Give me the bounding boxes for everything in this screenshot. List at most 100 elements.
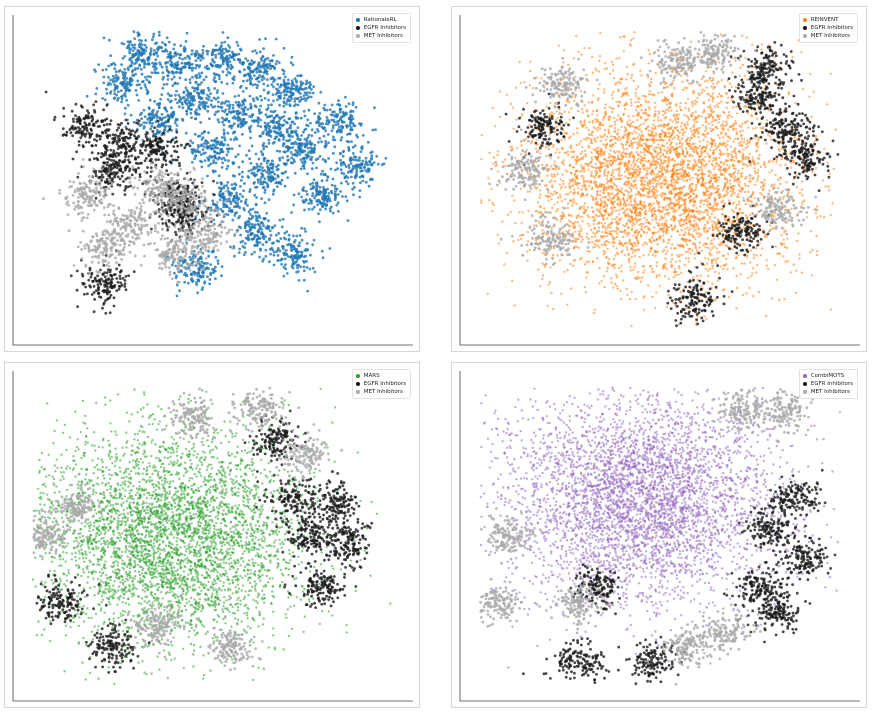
- scatter-point: [225, 67, 229, 71]
- scatter-point: [664, 205, 668, 208]
- scatter-point: [115, 166, 119, 170]
- scatter-point: [115, 267, 118, 271]
- scatter-point: [266, 183, 270, 187]
- scatter-point: [66, 200, 70, 204]
- scatter-point: [284, 263, 287, 266]
- scatter-point: [188, 100, 191, 104]
- scatter-point: [262, 82, 266, 86]
- scatter-point: [187, 264, 191, 268]
- scatter-point: [115, 128, 119, 132]
- scatter-point: [191, 75, 194, 79]
- scatter-point: [304, 189, 308, 193]
- scatter-point: [181, 57, 185, 61]
- scatter-point: [113, 152, 117, 156]
- scatter-point: [296, 116, 300, 120]
- scatter-point: [167, 258, 171, 262]
- scatter-point: [190, 273, 193, 276]
- scatter-point: [211, 268, 214, 271]
- scatter-point: [310, 147, 314, 151]
- scatter-point: [156, 125, 160, 128]
- scatter-point: [170, 106, 173, 110]
- scatter-point: [164, 163, 168, 167]
- scatter-point: [354, 155, 358, 159]
- scatter-point: [82, 181, 86, 185]
- scatter-point: [325, 200, 329, 204]
- scatter-point: [283, 257, 287, 261]
- scatter-point: [200, 229, 204, 233]
- scatter-point: [104, 254, 108, 257]
- scatter-point: [298, 85, 302, 89]
- scatter-point: [145, 78, 149, 82]
- scatter-point: [175, 213, 179, 217]
- scatter-point: [157, 148, 161, 152]
- legend-item: MET Inhibitors: [355, 32, 406, 40]
- scatter-point: [116, 220, 119, 224]
- scatter-point: [306, 96, 309, 100]
- scatter-point: [198, 95, 202, 99]
- scatter-point: [84, 140, 88, 144]
- scatter-point: [296, 151, 300, 155]
- scatter-point: [119, 168, 123, 172]
- scatter-point: [307, 142, 311, 146]
- scatter-point: [363, 166, 366, 170]
- scatter-point: [111, 242, 115, 246]
- scatter-point: [79, 118, 83, 122]
- scatter-point: [312, 238, 316, 242]
- scatter-point: [128, 160, 132, 164]
- scatter-point: [187, 217, 191, 220]
- scatter-point: [111, 238, 114, 241]
- scatter-point: [154, 176, 157, 179]
- scatter-point: [261, 222, 264, 225]
- scatter-point: [87, 246, 91, 250]
- scatter-point: [206, 222, 210, 226]
- scatter-point: [179, 207, 183, 211]
- scatter-point: [161, 222, 165, 225]
- scatter-point: [298, 234, 302, 237]
- scatter-point: [127, 68, 130, 72]
- scatter-point: [115, 84, 119, 88]
- scatter-point: [243, 73, 247, 77]
- scatter-point: [242, 253, 246, 256]
- scatter-point: [267, 227, 270, 231]
- scatter-point: [188, 81, 192, 85]
- scatter-point: [173, 250, 177, 254]
- scatter-point: [511, 279, 514, 283]
- scatter-point: [334, 190, 337, 193]
- scatter-point: [166, 55, 170, 59]
- scatter-point: [99, 155, 103, 159]
- scatter-point: [84, 123, 88, 127]
- scatter-point: [283, 119, 286, 122]
- scatter-point: [184, 56, 187, 60]
- scatter-point: [211, 224, 214, 228]
- scatter-point: [107, 297, 110, 300]
- scatter-point: [279, 130, 283, 134]
- scatter-point: [113, 63, 117, 67]
- scatter-point: [164, 260, 167, 264]
- scatter-point: [318, 185, 322, 189]
- scatter-point: [109, 90, 113, 93]
- scatter-point: [349, 113, 353, 117]
- scatter-point: [267, 90, 271, 94]
- scatter-point: [101, 272, 105, 276]
- scatter-point: [258, 255, 261, 259]
- scatter-point: [108, 176, 112, 180]
- scatter-point: [252, 69, 256, 72]
- scatter-point: [114, 74, 118, 77]
- scatter-point: [371, 128, 375, 132]
- scatter-point: [272, 253, 276, 257]
- scatter-point: [70, 184, 73, 188]
- scatter-point: [175, 206, 179, 210]
- scatter-point: [325, 122, 328, 126]
- scatter-point: [128, 58, 131, 61]
- scatter-point: [173, 43, 176, 46]
- scatter-point: [134, 140, 138, 144]
- scatter-point: [366, 140, 370, 144]
- scatter-point: [145, 179, 149, 182]
- scatter-point: [133, 47, 137, 50]
- scatter-point: [338, 110, 342, 114]
- scatter-point: [272, 119, 275, 123]
- scatter-point: [81, 105, 84, 109]
- scatter-point: [282, 274, 286, 278]
- scatter-point: [166, 114, 170, 118]
- scatter-point: [91, 144, 94, 148]
